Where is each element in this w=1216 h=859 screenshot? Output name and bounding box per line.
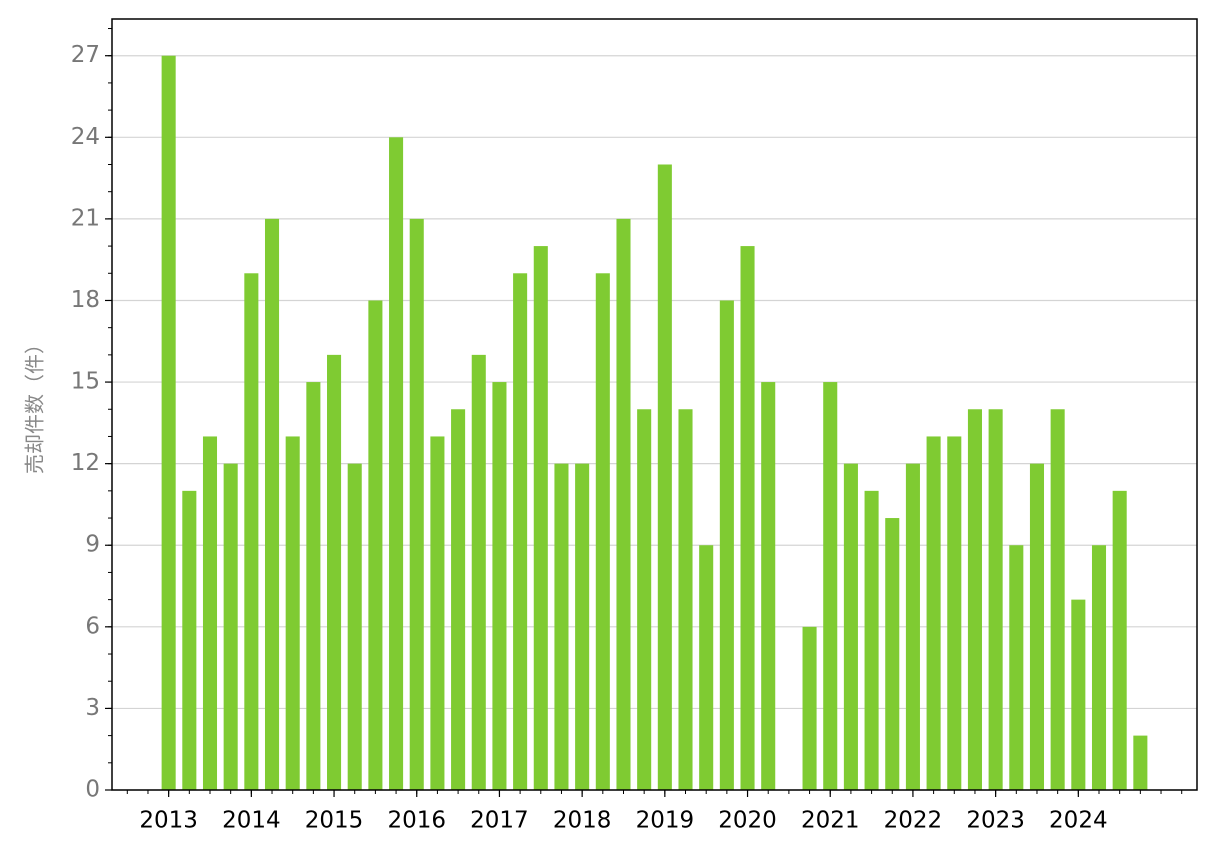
bar	[182, 490, 197, 790]
bar	[719, 300, 734, 790]
x-tick-label: 2013	[139, 808, 198, 834]
x-tick-label: 2018	[553, 808, 612, 834]
y-tick-label: 24	[71, 124, 100, 150]
x-tick-label: 2014	[222, 808, 281, 834]
bar	[926, 436, 941, 790]
x-tick-label: 2021	[801, 808, 860, 834]
bar	[740, 246, 755, 790]
bar	[864, 490, 879, 790]
bar	[1091, 545, 1107, 790]
bar	[843, 463, 858, 790]
y-tick-label: 0	[85, 777, 100, 803]
bar	[533, 246, 548, 790]
y-tick-label: 27	[71, 42, 100, 68]
y-tick-label: 9	[85, 532, 100, 558]
x-tick-label: 2019	[636, 808, 695, 834]
bar	[967, 409, 982, 790]
bar	[1133, 735, 1148, 790]
bar	[1071, 599, 1086, 790]
bar	[885, 518, 900, 790]
y-tick-label: 6	[85, 613, 100, 639]
bar	[347, 463, 362, 790]
bar	[285, 436, 300, 790]
x-tick-label: 2024	[1049, 808, 1108, 834]
x-tick-label: 2020	[718, 808, 777, 834]
bar	[616, 218, 631, 790]
bar	[699, 545, 714, 790]
bar	[244, 273, 259, 791]
x-tick-label: 2015	[305, 808, 364, 834]
bar	[947, 436, 962, 790]
bar	[223, 463, 238, 790]
bar	[905, 463, 920, 790]
bar	[802, 626, 817, 790]
bar	[306, 382, 321, 790]
bar	[595, 273, 610, 791]
y-tick-label: 18	[71, 287, 100, 313]
bar	[678, 409, 693, 790]
y-tick-label: 21	[71, 205, 100, 231]
bar	[471, 354, 486, 790]
bar	[823, 382, 838, 790]
bar	[264, 218, 280, 790]
bar	[554, 463, 569, 790]
bar	[451, 409, 466, 790]
y-tick-label: 3	[85, 695, 100, 721]
x-tick-label: 2016	[387, 808, 446, 834]
x-tick-label: 2023	[966, 808, 1025, 834]
bar	[1112, 490, 1127, 790]
bar	[492, 382, 507, 790]
bar	[513, 273, 528, 791]
bar	[1029, 463, 1045, 790]
x-tick-label: 2022	[884, 808, 943, 834]
bar	[657, 164, 672, 790]
bar	[202, 436, 218, 790]
y-tick-label: 12	[71, 450, 100, 476]
bar	[1050, 409, 1065, 790]
bar	[389, 137, 404, 791]
bar	[1009, 545, 1024, 790]
bar	[368, 300, 383, 790]
y-tick-label: 15	[71, 369, 100, 395]
x-tick-label: 2017	[470, 808, 529, 834]
bar	[637, 409, 652, 790]
y-axis-label: 売却件数（件）	[23, 334, 47, 474]
bar	[575, 463, 590, 790]
bar	[761, 382, 776, 790]
bar	[988, 409, 1003, 790]
bar	[409, 218, 424, 790]
bar	[161, 55, 176, 790]
bar	[430, 436, 445, 790]
plot-frame	[111, 18, 1198, 791]
bar	[327, 354, 342, 790]
